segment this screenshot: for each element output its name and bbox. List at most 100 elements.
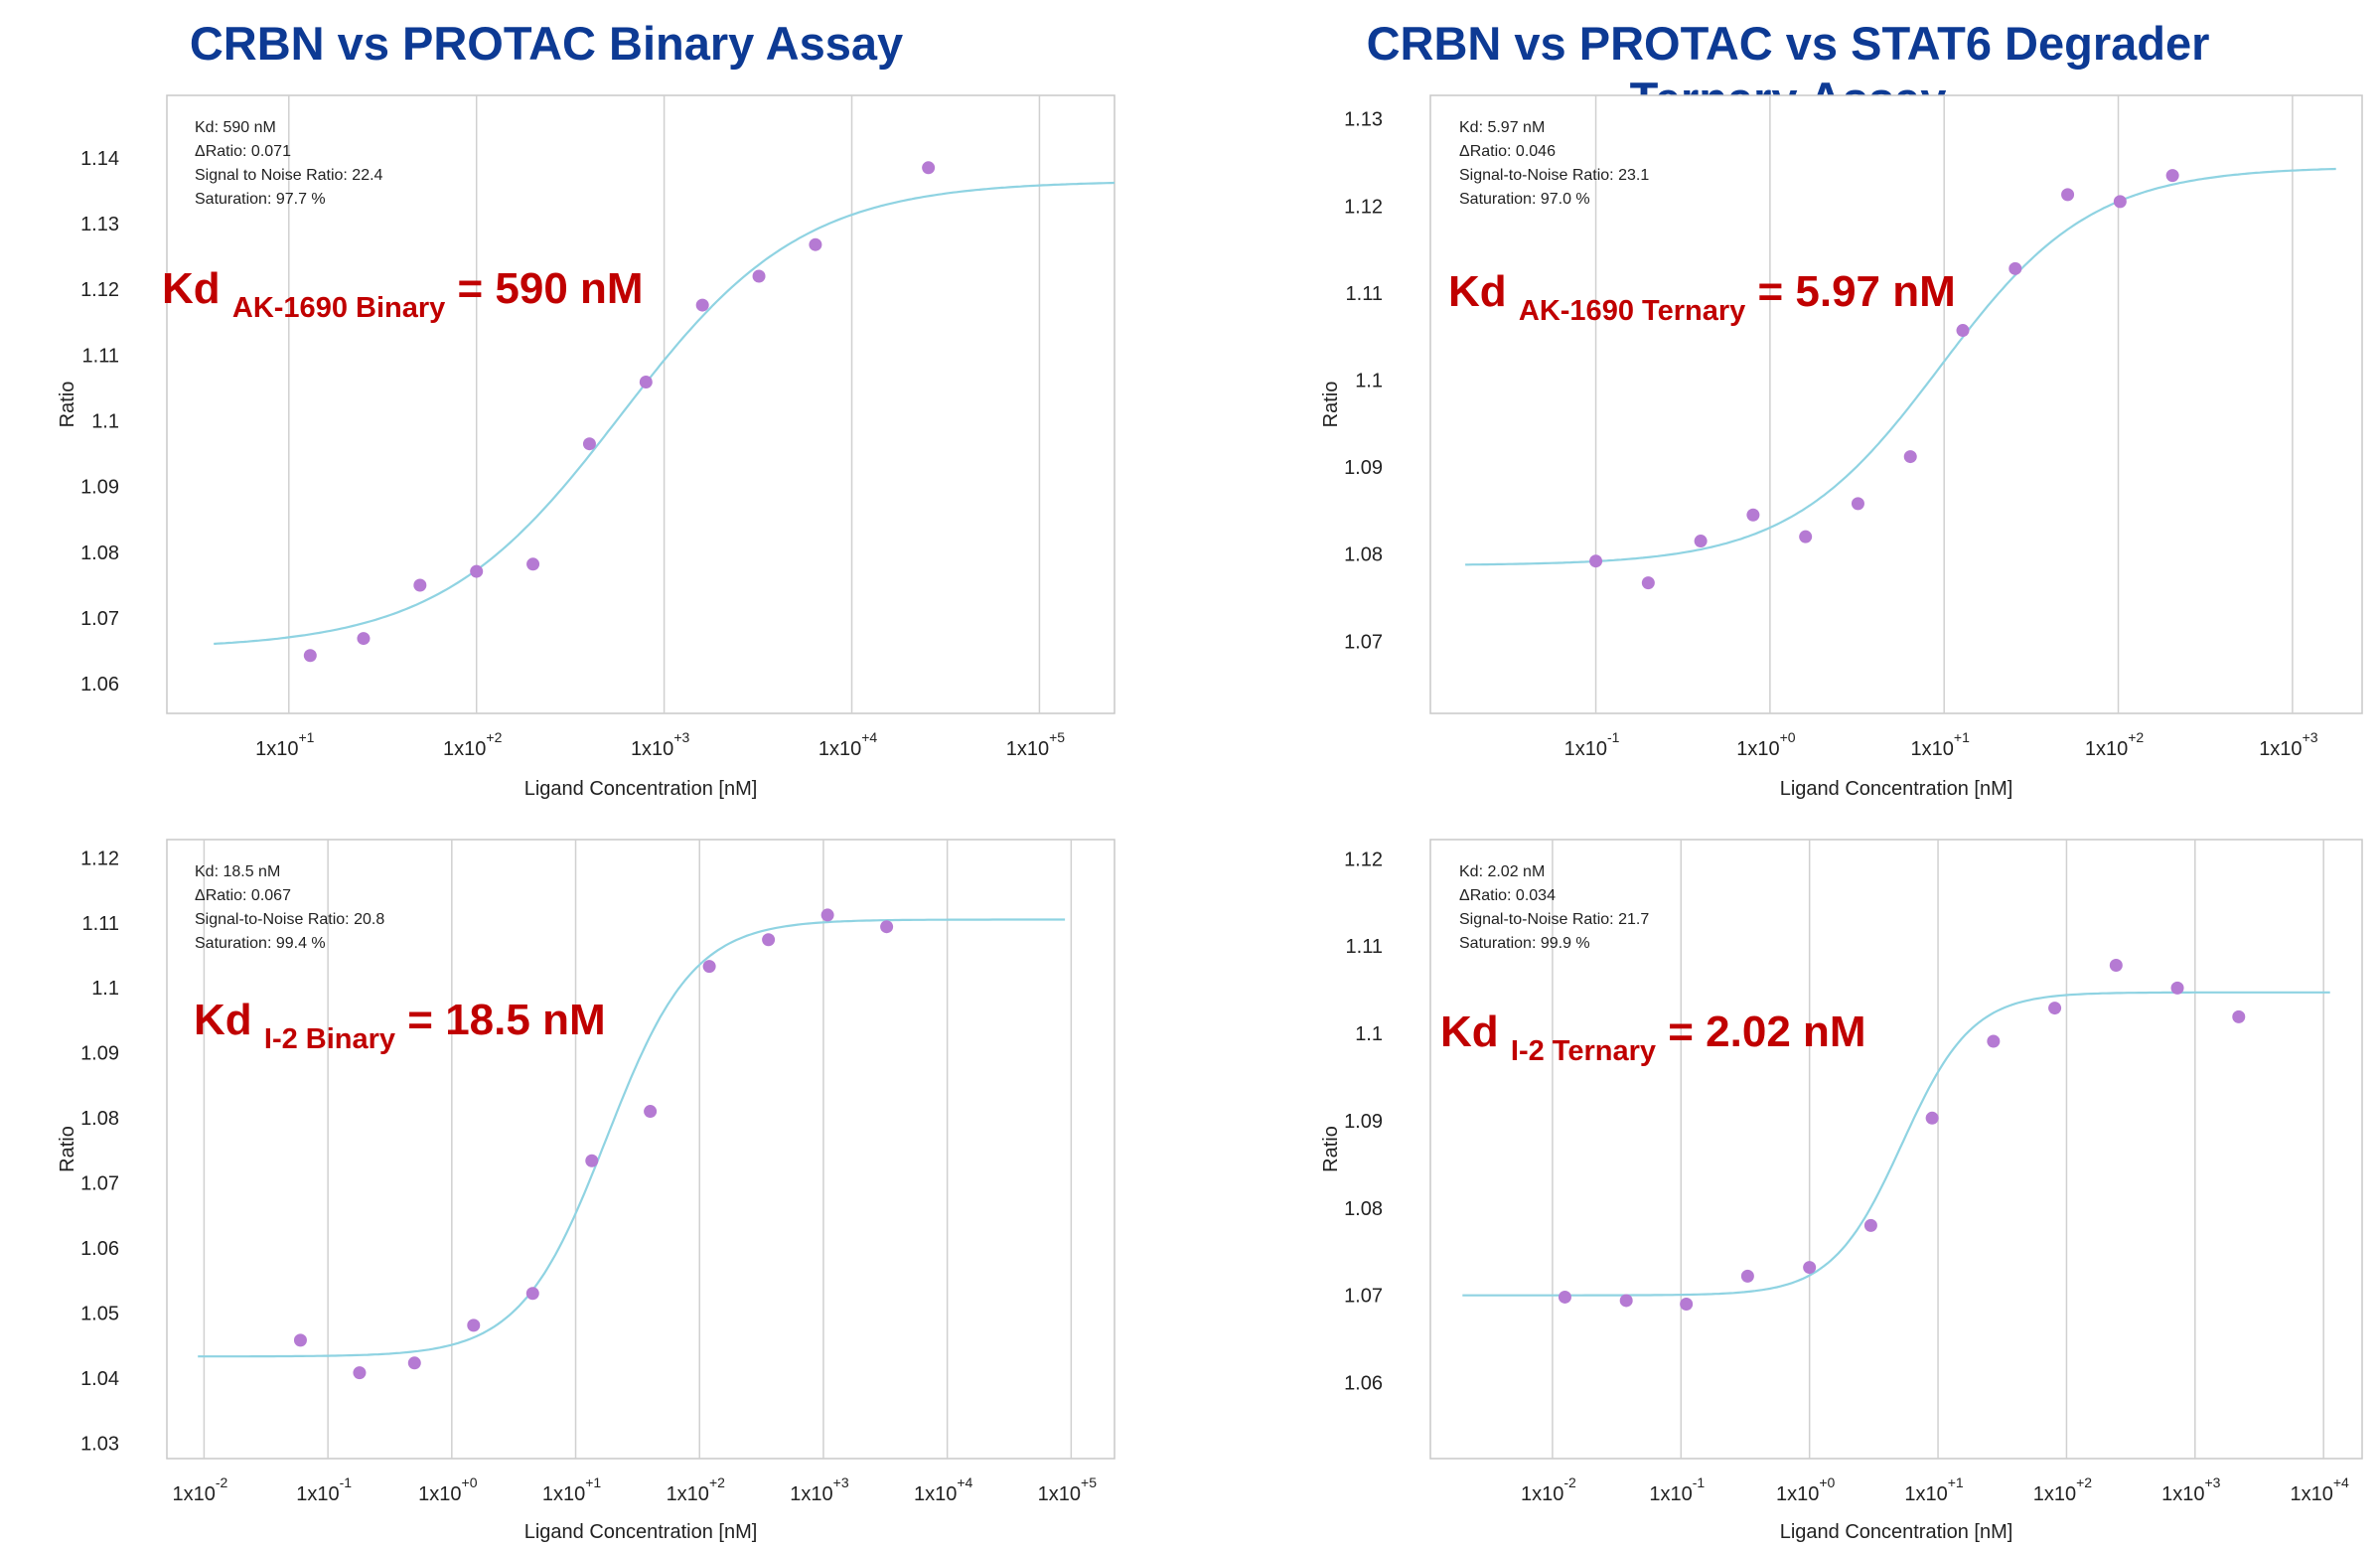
data-point bbox=[293, 1333, 307, 1347]
fit-curve bbox=[214, 181, 1116, 646]
data-point bbox=[467, 1318, 481, 1332]
kd-annotation: Kd AK-1690 Binary = 590 nM bbox=[162, 264, 644, 324]
y-tick-label: 1.07 bbox=[80, 608, 119, 630]
fit-info-line: Signal-to-Noise Ratio: 21.7 bbox=[1459, 911, 1649, 928]
y-tick-label: 1.09 bbox=[80, 477, 119, 499]
data-point bbox=[2008, 261, 2022, 275]
y-tick-label: 1.09 bbox=[80, 1043, 119, 1065]
x-tick-label: 1x10+4 bbox=[914, 1474, 973, 1505]
chart-panel-4: 1x10-2 1x10-1 1x10+0 1x10+1 1x10+2 1x10+3 1x10… bbox=[1320, 839, 2363, 1543]
data-point bbox=[1925, 1111, 1939, 1125]
y-tick-label: 1.08 bbox=[1344, 1198, 1383, 1220]
data-point bbox=[1694, 535, 1708, 548]
kd-annotation: Kd I-2 Binary = 18.5 nM bbox=[194, 996, 606, 1055]
data-point bbox=[1746, 508, 1760, 522]
data-point bbox=[2170, 981, 2184, 995]
chart-title-binary: CRBN vs PROTAC Binary Assay bbox=[189, 17, 904, 70]
data-point bbox=[2109, 959, 2123, 973]
y-tick-label: 1.11 bbox=[82, 913, 119, 935]
x-axis-label: Ligand Concentration [nM] bbox=[524, 778, 758, 800]
y-tick-label: 1.1 bbox=[91, 411, 119, 433]
x-tick-label: 1x10+3 bbox=[2161, 1474, 2221, 1505]
x-tick-label: 1x10-2 bbox=[1521, 1474, 1576, 1505]
x-tick-label: 1x10+1 bbox=[1904, 1474, 1964, 1505]
x-tick-label: 1x10+2 bbox=[2085, 729, 2145, 760]
data-point bbox=[357, 632, 371, 646]
y-tick-label: 1.09 bbox=[1344, 1111, 1383, 1133]
data-point bbox=[1956, 324, 1970, 338]
x-tick-label: 1x10+3 bbox=[631, 729, 690, 760]
x-tick-label: 1x10+4 bbox=[818, 729, 878, 760]
fit-info-line: Kd: 2.02 nM bbox=[1459, 863, 1545, 880]
y-tick-label: 1.06 bbox=[80, 674, 119, 696]
data-point bbox=[702, 960, 716, 974]
data-point bbox=[752, 269, 766, 283]
data-point bbox=[2165, 169, 2179, 183]
fit-info-line: Signal-to-Noise Ratio: 23.1 bbox=[1459, 167, 1649, 184]
x-tick-label: 1x10-2 bbox=[172, 1474, 227, 1505]
y-tick-label: 1.03 bbox=[80, 1433, 119, 1455]
data-point bbox=[2061, 188, 2075, 202]
y-tick-label: 1.05 bbox=[80, 1303, 119, 1324]
y-axis-label: Ratio bbox=[57, 1126, 78, 1172]
fit-info-line: Kd: 590 nM bbox=[195, 119, 276, 136]
data-point bbox=[1863, 1218, 1877, 1232]
y-tick-label: 1.13 bbox=[1344, 109, 1383, 131]
fit-curve bbox=[1462, 991, 2330, 1297]
fit-info-line: Kd: 5.97 nM bbox=[1459, 119, 1545, 136]
fit-info-line: Saturation: 99.4 % bbox=[195, 935, 326, 952]
fit-info-line: Saturation: 99.9 % bbox=[1459, 935, 1590, 952]
y-tick-label: 1.06 bbox=[80, 1238, 119, 1260]
fit-info-line: ΔRatio: 0.071 bbox=[195, 143, 291, 160]
data-point bbox=[922, 161, 936, 175]
y-tick-label: 1.14 bbox=[80, 148, 119, 170]
plot-frame bbox=[166, 94, 1116, 714]
fit-info-line: Saturation: 97.0 % bbox=[1459, 191, 1590, 208]
data-point bbox=[526, 557, 540, 571]
x-tick-label: 1x10+2 bbox=[443, 729, 503, 760]
x-tick-label: 1x10+0 bbox=[418, 1474, 478, 1505]
fit-info-line: Saturation: 97.7 % bbox=[195, 191, 326, 208]
fit-info-line: Kd: 18.5 nM bbox=[195, 863, 280, 880]
data-point bbox=[1619, 1294, 1633, 1308]
y-tick-label: 1.11 bbox=[1346, 283, 1383, 305]
x-tick-label: 1x10+1 bbox=[255, 729, 315, 760]
data-point bbox=[413, 578, 427, 592]
x-axis-label: Ligand Concentration [nM] bbox=[524, 1521, 758, 1543]
y-tick-label: 1.07 bbox=[1344, 631, 1383, 653]
x-tick-label: 1x10+5 bbox=[1038, 1474, 1098, 1505]
y-tick-label: 1.1 bbox=[1355, 370, 1383, 391]
x-tick-label: 1x10+3 bbox=[790, 1474, 849, 1505]
chart-panel-2: 1x10-1 1x10+0 1x10+1 1x10+2 1x10+3 1.07 1.08 1.… bbox=[1320, 94, 2363, 800]
x-tick-label: 1x10+3 bbox=[2259, 729, 2318, 760]
data-point bbox=[1851, 497, 1864, 511]
data-point bbox=[2113, 195, 2127, 209]
data-point bbox=[303, 649, 317, 663]
data-point bbox=[585, 1154, 599, 1167]
data-point bbox=[407, 1356, 421, 1370]
data-point bbox=[470, 564, 484, 578]
data-point bbox=[1740, 1269, 1754, 1283]
x-tick-label: 1x10+5 bbox=[1006, 729, 1066, 760]
y-tick-label: 1.13 bbox=[80, 214, 119, 235]
fit-curve bbox=[198, 918, 1066, 1358]
data-point bbox=[525, 1287, 539, 1301]
x-tick-label: 1x10-1 bbox=[1564, 729, 1620, 760]
x-tick-label: 1x10-1 bbox=[1649, 1474, 1705, 1505]
fit-info-line: Signal to Noise Ratio: 22.4 bbox=[195, 167, 383, 184]
data-point bbox=[1803, 1261, 1817, 1275]
y-tick-label: 1.11 bbox=[82, 345, 119, 367]
data-point bbox=[1641, 576, 1655, 590]
data-point bbox=[809, 237, 822, 251]
y-axis-label: Ratio bbox=[1320, 1126, 1342, 1172]
plot-frame bbox=[166, 839, 1116, 1460]
data-point bbox=[582, 437, 596, 451]
data-point bbox=[1987, 1034, 2001, 1048]
data-point bbox=[820, 908, 834, 922]
data-point bbox=[1680, 1297, 1694, 1311]
data-point bbox=[353, 1366, 367, 1380]
y-tick-label: 1.12 bbox=[80, 279, 119, 301]
fit-info-line: ΔRatio: 0.034 bbox=[1459, 887, 1556, 904]
fit-info-line: ΔRatio: 0.046 bbox=[1459, 143, 1556, 160]
